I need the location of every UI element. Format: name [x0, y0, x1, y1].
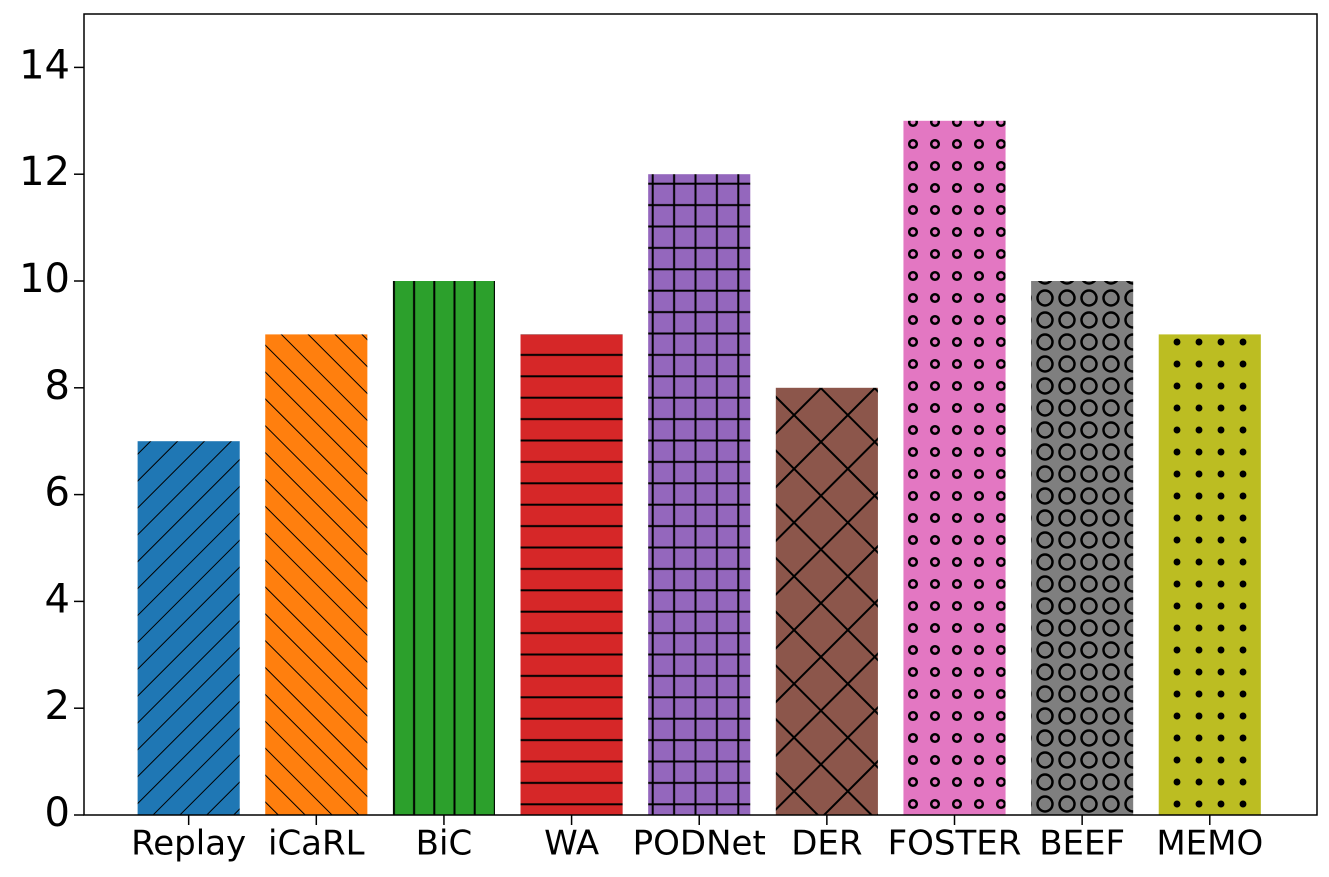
x-tick-label: FOSTER [888, 824, 1022, 864]
bar [775, 387, 878, 815]
y-tick-label: 0 [45, 790, 70, 836]
x-tick-label: Replay [131, 824, 246, 864]
x-tick-label: BiC [416, 824, 473, 864]
bar [392, 281, 495, 815]
bar [137, 441, 240, 815]
x-tick-label: MEMO [1156, 824, 1263, 864]
plot-frame [83, 13, 1318, 816]
y-tick-label: 4 [45, 576, 70, 622]
y-tick-label: 12 [19, 149, 70, 195]
y-tick-label: 8 [45, 363, 70, 409]
bar [520, 334, 623, 815]
x-tick-label: PODNet [633, 824, 766, 864]
y-tick-label: 10 [19, 256, 70, 302]
x-tick-label: iCaRL [268, 824, 365, 864]
y-tick-label: 2 [45, 683, 70, 729]
bar [265, 334, 368, 815]
y-tick-label: 6 [45, 470, 70, 516]
bar [648, 174, 751, 815]
bar [903, 120, 1006, 816]
x-tick-label: WA [544, 824, 599, 864]
x-tick-label: DER [791, 824, 862, 864]
x-tick-label: BEEF [1039, 824, 1125, 864]
bar [1158, 334, 1261, 815]
y-tick-label: 14 [19, 42, 70, 88]
bar [1031, 281, 1134, 815]
